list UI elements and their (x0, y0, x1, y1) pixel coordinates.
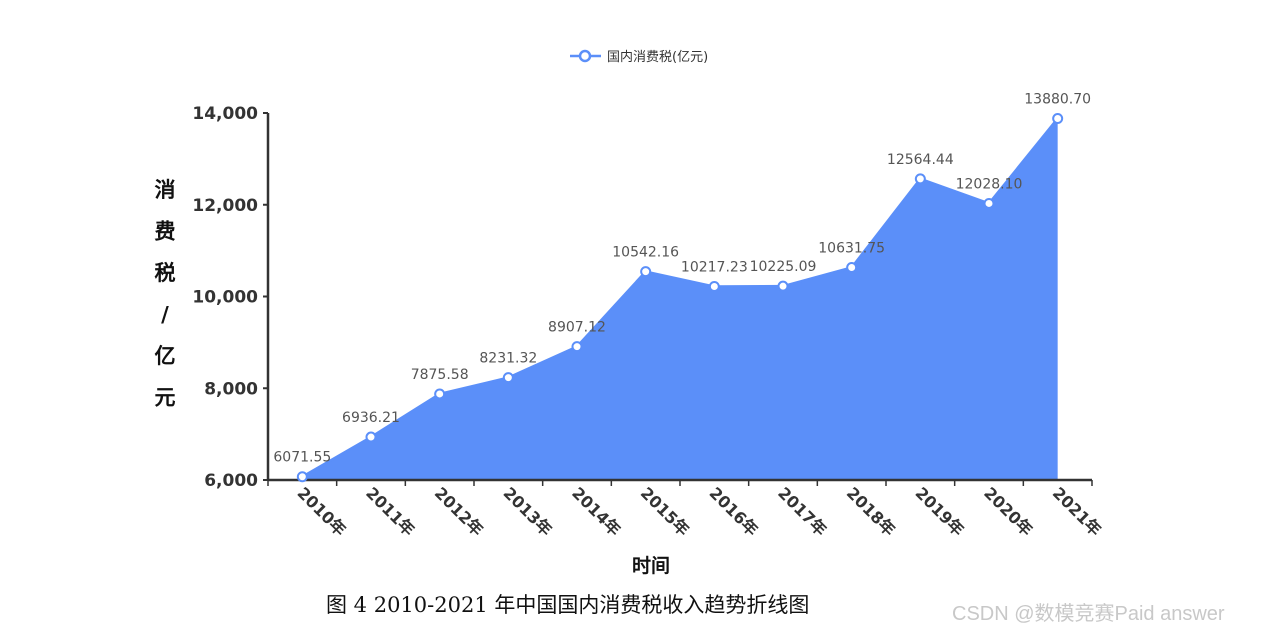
legend[interactable]: 国内消费税(亿元) (570, 49, 708, 65)
data-point[interactable] (434, 388, 446, 400)
x-tick-label: 2021年 (1049, 483, 1105, 539)
data-label: 10225.09 (750, 259, 817, 275)
data-label: 10631.75 (818, 241, 885, 257)
x-tick-label: 2015年 (637, 483, 693, 539)
data-point[interactable] (708, 281, 720, 293)
data-point[interactable] (914, 173, 926, 185)
data-label: 12564.44 (887, 152, 954, 168)
data-label: 10542.16 (612, 245, 679, 261)
data-point[interactable] (1052, 112, 1064, 124)
data-label: 10217.23 (681, 260, 748, 276)
y-tick-label: 6,000 (204, 471, 258, 491)
data-point[interactable] (777, 280, 789, 292)
legend-marker (578, 49, 592, 63)
data-label: 8907.12 (548, 320, 606, 336)
y-axis-title: 消费税/亿元 (155, 178, 176, 410)
data-point[interactable] (571, 341, 583, 353)
x-tick-label: 2016年 (706, 483, 762, 539)
figure-caption: 图 4 2010-2021 年中国国内消费税收入趋势折线图 (326, 593, 810, 617)
x-tick-label: 2011年 (362, 483, 418, 539)
data-label: 8231.32 (479, 351, 537, 367)
y-tick-label: 12,000 (192, 196, 258, 216)
x-tick-label: 2018年 (843, 483, 899, 539)
y-tick-label: 10,000 (192, 288, 258, 308)
x-tick-label: 2014年 (568, 483, 624, 539)
data-label: 12028.10 (956, 176, 1023, 192)
data-label: 7875.58 (411, 367, 469, 383)
data-point[interactable] (296, 471, 308, 483)
x-tick-label: 2013年 (500, 483, 556, 539)
x-tick-label: 2020年 (980, 483, 1036, 539)
data-point[interactable] (846, 262, 858, 274)
x-tick-label: 2012年 (431, 483, 487, 539)
y-tick-label: 14,000 (192, 104, 258, 124)
data-point[interactable] (365, 431, 377, 443)
y-tick-label: 8,000 (204, 379, 258, 399)
y-axis-title-text: 消费税/亿元 (155, 178, 176, 410)
x-tick-label: 2017年 (774, 483, 830, 539)
x-tick-label: 2010年 (294, 483, 350, 539)
x-axis-title: 时间 (632, 555, 670, 577)
data-point[interactable] (502, 372, 514, 384)
data-label: 6071.55 (273, 450, 331, 466)
data-point[interactable] (983, 197, 995, 209)
series-line (301, 117, 1059, 478)
data-label: 6936.21 (342, 410, 400, 426)
x-tick-label: 2019年 (912, 483, 968, 539)
watermark: CSDN @数模竞赛Paid answer (952, 603, 1225, 625)
data-point[interactable] (640, 266, 652, 278)
area-fill (302, 118, 1058, 480)
data-label: 13880.70 (1024, 91, 1091, 107)
legend-label: 国内消费税(亿元) (607, 49, 708, 65)
